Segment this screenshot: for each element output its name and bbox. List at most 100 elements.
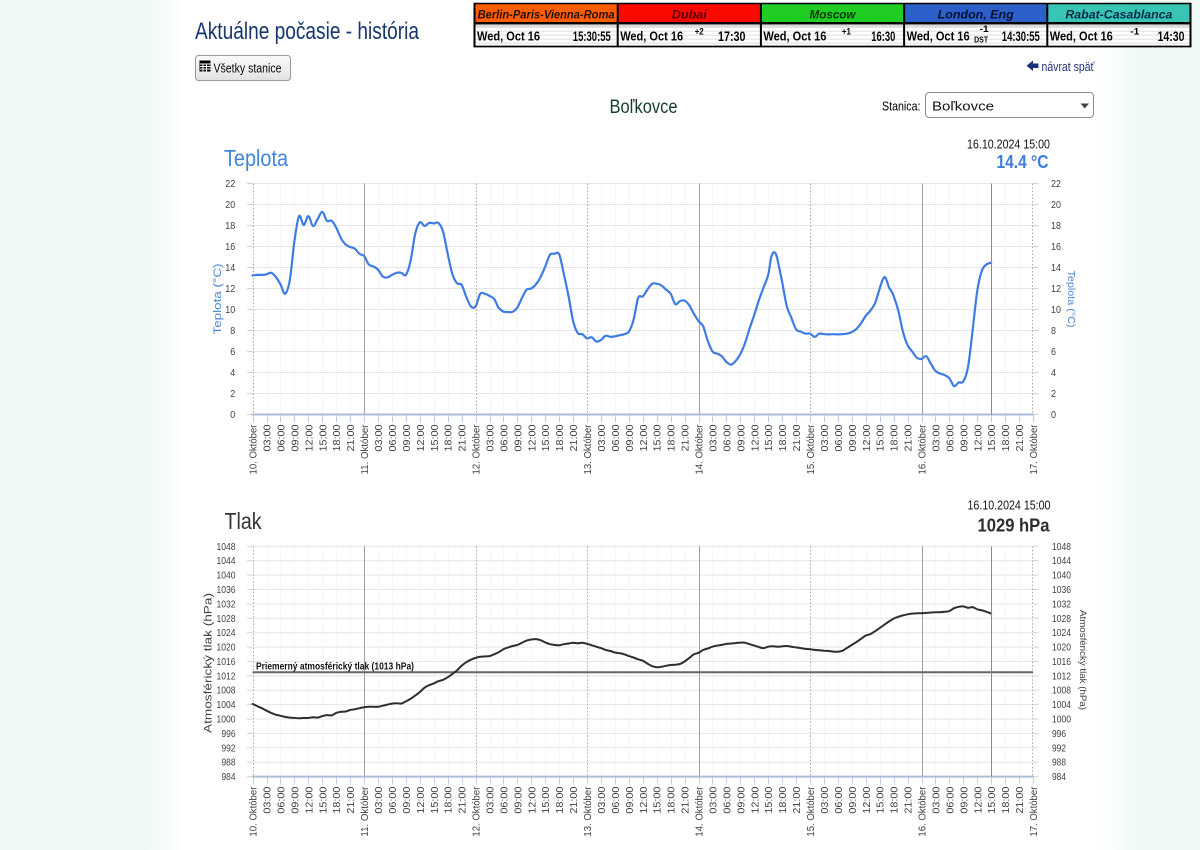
svg-text:10. Október: 10. Október [249, 424, 260, 475]
svg-text:Priemerný atmosférický tlak (1: Priemerný atmosférický tlak (1013 hPa) [256, 662, 414, 673]
svg-text:1012: 1012 [1052, 670, 1071, 682]
svg-text:03:00: 03:00 [374, 424, 385, 451]
svg-text:21:00: 21:00 [458, 786, 469, 813]
svg-text:06:00: 06:00 [499, 786, 510, 813]
svg-text:15:00: 15:00 [987, 786, 998, 813]
svg-text:14. Október: 14. Október [695, 424, 706, 475]
svg-text:13. Október: 13. Október [583, 786, 594, 837]
svg-text:12. Október: 12. Október [472, 424, 483, 475]
svg-text:1044: 1044 [1052, 555, 1071, 567]
svg-text:-1: -1 [980, 24, 990, 35]
svg-text:21:00: 21:00 [458, 424, 469, 451]
svg-text:12:00: 12:00 [416, 424, 427, 451]
svg-text:Wed, Oct 16: Wed, Oct 16 [1050, 30, 1113, 44]
svg-text:12. Október: 12. Október [472, 786, 483, 837]
svg-text:Boľkovce: Boľkovce [932, 99, 994, 114]
svg-text:16: 16 [1051, 241, 1061, 253]
svg-text:09:00: 09:00 [290, 786, 301, 813]
svg-text:06:00: 06:00 [722, 786, 733, 813]
svg-text:10: 10 [225, 304, 235, 316]
svg-text:09:00: 09:00 [625, 424, 636, 451]
svg-text:1028: 1028 [217, 613, 236, 625]
svg-text:Boľkovce: Boľkovce [610, 96, 678, 118]
svg-text:21:00: 21:00 [569, 424, 580, 451]
svg-text:2: 2 [230, 388, 235, 400]
svg-text:06:00: 06:00 [945, 424, 956, 451]
svg-text:09:00: 09:00 [736, 786, 747, 813]
svg-text:09:00: 09:00 [625, 786, 636, 813]
svg-text:0: 0 [1051, 409, 1056, 421]
svg-text:03:00: 03:00 [820, 786, 831, 813]
svg-text:1016: 1016 [217, 656, 236, 668]
svg-text:18:00: 18:00 [332, 786, 343, 813]
svg-text:6: 6 [230, 346, 235, 358]
svg-text:03:00: 03:00 [486, 424, 497, 451]
svg-text:8: 8 [1051, 325, 1056, 337]
svg-text:2: 2 [1051, 388, 1056, 400]
svg-text:Wed, Oct 16: Wed, Oct 16 [477, 30, 540, 44]
svg-text:Teplota (°C): Teplota (°C) [1065, 271, 1076, 328]
svg-text:12:00: 12:00 [973, 786, 984, 813]
svg-text:984: 984 [222, 771, 236, 783]
svg-text:21:00: 21:00 [346, 786, 357, 813]
svg-text:12:00: 12:00 [862, 424, 873, 451]
svg-text:06:00: 06:00 [388, 424, 399, 451]
svg-text:0: 0 [230, 409, 235, 421]
svg-text:13. Október: 13. Október [583, 424, 594, 475]
svg-text:12:00: 12:00 [416, 786, 427, 813]
svg-text:18:00: 18:00 [667, 424, 678, 451]
svg-text:1048: 1048 [217, 541, 236, 553]
svg-text:10: 10 [1051, 304, 1061, 316]
svg-text:Rabat-Casablanca: Rabat-Casablanca [1065, 10, 1173, 22]
svg-text:14.4 °C: 14.4 °C [997, 152, 1049, 172]
svg-text:18:00: 18:00 [890, 786, 901, 813]
svg-text:Teplota: Teplota [224, 145, 288, 171]
svg-text:11. Október: 11. Október [360, 424, 371, 475]
svg-text:15:00: 15:00 [541, 786, 552, 813]
svg-text:06:00: 06:00 [945, 786, 956, 813]
svg-text:21:00: 21:00 [792, 786, 803, 813]
svg-text:16.10.2024 15:00: 16.10.2024 15:00 [967, 137, 1050, 152]
svg-text:15:00: 15:00 [430, 786, 441, 813]
svg-text:22: 22 [225, 178, 235, 190]
svg-text:996: 996 [222, 728, 236, 740]
svg-text:12:00: 12:00 [639, 424, 650, 451]
svg-text:18:00: 18:00 [1001, 424, 1012, 451]
svg-text:1016: 1016 [1052, 656, 1071, 668]
svg-text:10. Október: 10. Október [249, 786, 260, 837]
svg-text:988: 988 [222, 757, 236, 769]
svg-text:18:00: 18:00 [667, 786, 678, 813]
svg-text:1040: 1040 [217, 570, 236, 582]
svg-text:14: 14 [1051, 262, 1061, 274]
svg-text:8: 8 [230, 325, 235, 337]
svg-text:12:00: 12:00 [750, 424, 761, 451]
svg-text:12: 12 [225, 283, 235, 295]
svg-text:03:00: 03:00 [597, 786, 608, 813]
svg-text:17:30: 17:30 [718, 29, 746, 44]
svg-text:11. Október: 11. Október [360, 786, 371, 837]
svg-text:21:00: 21:00 [792, 424, 803, 451]
svg-text:15:00: 15:00 [430, 424, 441, 451]
svg-text:+1: +1 [842, 26, 852, 37]
svg-text:15:00: 15:00 [987, 424, 998, 451]
svg-text:1048: 1048 [1052, 541, 1071, 553]
svg-text:1036: 1036 [1052, 584, 1071, 596]
svg-text:16. Október: 16. Október [918, 424, 929, 475]
svg-text:18:00: 18:00 [778, 786, 789, 813]
svg-text:15:00: 15:00 [541, 424, 552, 451]
svg-text:992: 992 [1052, 742, 1066, 754]
svg-text:03:00: 03:00 [932, 786, 943, 813]
svg-text:21:00: 21:00 [904, 786, 915, 813]
svg-text:12:00: 12:00 [750, 786, 761, 813]
svg-text:03:00: 03:00 [709, 424, 720, 451]
svg-text:4: 4 [230, 367, 235, 379]
svg-text:London, Eng: London, Eng [938, 10, 1014, 22]
svg-text:09:00: 09:00 [513, 424, 524, 451]
svg-text:20: 20 [225, 199, 235, 211]
svg-text:15:00: 15:00 [876, 786, 887, 813]
svg-text:03:00: 03:00 [486, 786, 497, 813]
svg-text:12:00: 12:00 [527, 424, 538, 451]
svg-text:12:00: 12:00 [862, 786, 873, 813]
svg-text:1004: 1004 [1052, 699, 1071, 711]
svg-text:17. Október: 17. Október [1029, 424, 1040, 475]
